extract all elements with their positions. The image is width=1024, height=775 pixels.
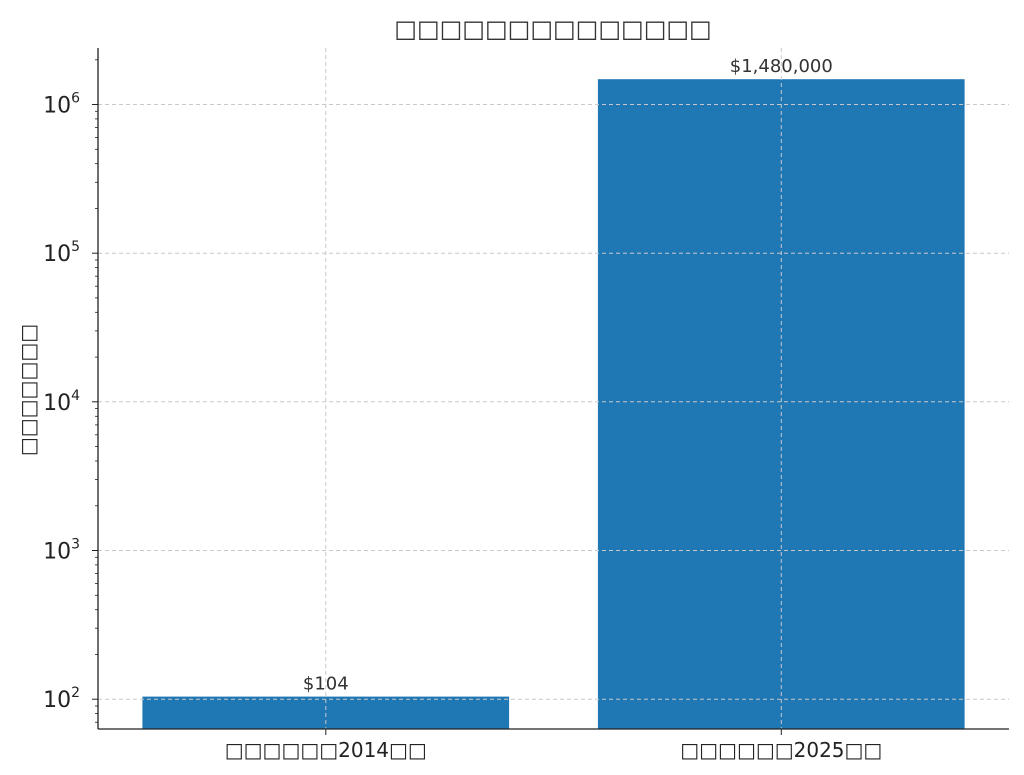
y-axis-label: □□□□□□□ — [16, 324, 40, 456]
bar-value-label: $1,480,000 — [730, 56, 833, 77]
plot-area: 102 103 104 105 106 □□□□□□2014□□ □□□□□□2025□□ $… — [43, 48, 1009, 762]
chart-title: □□□□□□□□□□□□□□ — [394, 15, 711, 43]
y-tick-label: 103 — [43, 537, 80, 565]
bar — [597, 79, 965, 729]
bar-value-label: $104 — [303, 674, 349, 695]
x-tick-label: □□□□□□2025□□ — [680, 738, 882, 762]
y-tick-label: 106 — [43, 91, 80, 119]
y-tick-label: 104 — [43, 388, 80, 416]
y-tick-label: 105 — [43, 239, 80, 267]
y-tick-label: 102 — [43, 685, 80, 713]
x-tick-label: □□□□□□2014□□ — [225, 738, 427, 762]
